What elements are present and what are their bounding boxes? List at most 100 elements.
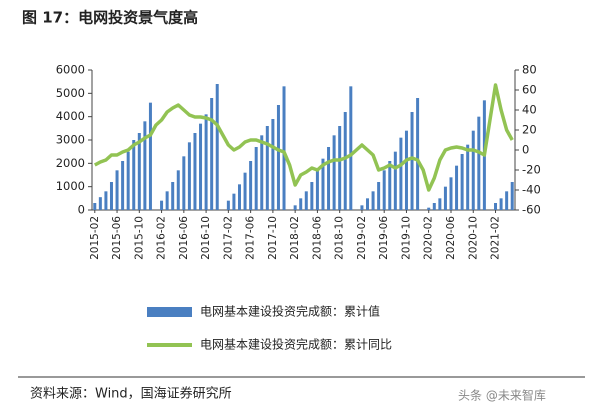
y2-tick-label: -60 xyxy=(522,203,541,217)
chart-title: 图 17：电网投资景气度高 xyxy=(22,9,198,27)
x-tick-label: 2016-06 xyxy=(178,216,190,260)
bar xyxy=(310,182,314,210)
x-tick-label: 2019-10 xyxy=(400,216,412,260)
bar xyxy=(471,130,475,210)
bar xyxy=(132,140,136,210)
x-tick-label: 2016-02 xyxy=(156,216,168,260)
y2-tick-label: 0 xyxy=(522,143,529,157)
x-tick-label: 2018-10 xyxy=(334,216,346,260)
bar xyxy=(193,133,197,210)
bar xyxy=(460,154,464,210)
bar xyxy=(182,156,186,210)
x-tick-label: 2018-02 xyxy=(289,216,301,260)
source: 资料来源：Wind，国海证券研究所 xyxy=(30,386,232,402)
bar xyxy=(282,86,286,210)
bar xyxy=(410,112,414,210)
bar xyxy=(449,177,453,210)
bar xyxy=(293,205,297,210)
x-tick-label: 2017-06 xyxy=(245,216,257,260)
bar xyxy=(254,147,258,210)
bar xyxy=(505,191,509,210)
y-tick-label: 6000 xyxy=(56,63,85,77)
y2-tick-label: 20 xyxy=(522,123,537,137)
y-tick-label: 2000 xyxy=(56,156,85,170)
bar xyxy=(382,170,386,210)
x-tick-label: 2019-06 xyxy=(378,216,390,260)
x-tick-label: 2015-10 xyxy=(133,216,145,260)
bar xyxy=(265,126,269,210)
bar xyxy=(371,191,375,210)
bar xyxy=(210,98,214,210)
legend-label: 电网基本建设投资完成额：累计值 xyxy=(200,304,380,319)
bar xyxy=(432,203,436,210)
x-tick-label: 2020-10 xyxy=(467,216,479,260)
bar xyxy=(404,130,408,210)
y-tick-label: 1000 xyxy=(56,179,85,193)
bar xyxy=(204,114,208,210)
bar xyxy=(171,182,175,210)
bar xyxy=(455,165,459,210)
legend-swatch xyxy=(147,307,192,317)
bar xyxy=(276,105,280,210)
bar xyxy=(109,182,113,210)
bar xyxy=(249,161,253,210)
bar xyxy=(443,186,447,210)
x-tick-label: 2018-06 xyxy=(311,216,323,260)
bar xyxy=(137,133,141,210)
bar xyxy=(393,151,397,210)
bar xyxy=(165,191,169,210)
bar xyxy=(226,200,230,210)
x-tick-label: 2020-02 xyxy=(423,216,435,260)
bar xyxy=(466,144,470,210)
y2-tick-label: 80 xyxy=(522,63,537,77)
bar xyxy=(121,161,125,210)
bar xyxy=(477,116,481,210)
bar xyxy=(115,170,119,210)
y-tick-label: 3000 xyxy=(56,133,85,147)
bar xyxy=(427,207,431,210)
bar xyxy=(232,193,236,210)
bar xyxy=(215,84,219,210)
x-tick-label: 2020-06 xyxy=(445,216,457,260)
bar xyxy=(360,205,364,210)
bar xyxy=(388,161,392,210)
bar xyxy=(377,182,381,210)
bar xyxy=(327,147,331,210)
bar xyxy=(343,112,347,210)
bar xyxy=(187,142,191,210)
bar xyxy=(399,137,403,210)
bar xyxy=(148,102,152,210)
bar xyxy=(237,184,241,210)
x-tick-label: 2016-10 xyxy=(200,216,212,260)
bar xyxy=(499,198,503,210)
bar xyxy=(416,98,420,210)
bar xyxy=(349,86,353,210)
bar xyxy=(315,170,319,210)
y2-tick-label: 60 xyxy=(522,83,537,97)
y2-tick-label: 40 xyxy=(522,103,537,117)
line xyxy=(93,83,514,192)
bar xyxy=(199,123,203,210)
bar xyxy=(510,182,514,210)
bar xyxy=(299,198,303,210)
bar xyxy=(98,197,102,210)
bar xyxy=(143,121,147,210)
y-tick-label: 0 xyxy=(78,203,85,217)
bar xyxy=(104,191,108,210)
bar xyxy=(176,170,180,210)
watermark: 头条 @未来智库 xyxy=(458,388,546,403)
bar xyxy=(494,203,498,210)
y2-tick-label: -40 xyxy=(522,183,541,197)
bar xyxy=(438,198,442,210)
bar xyxy=(366,198,370,210)
bar xyxy=(332,135,336,210)
bar xyxy=(321,158,325,210)
x-tick-label: 2017-10 xyxy=(267,216,279,260)
bar xyxy=(271,119,275,210)
bar xyxy=(126,151,130,210)
x-tick-label: 2015-02 xyxy=(89,216,101,260)
bar xyxy=(243,172,247,210)
y2-tick-label: -20 xyxy=(522,163,541,177)
x-tick-label: 2017-02 xyxy=(222,216,234,260)
x-tick-label: 2021-02 xyxy=(490,216,502,260)
